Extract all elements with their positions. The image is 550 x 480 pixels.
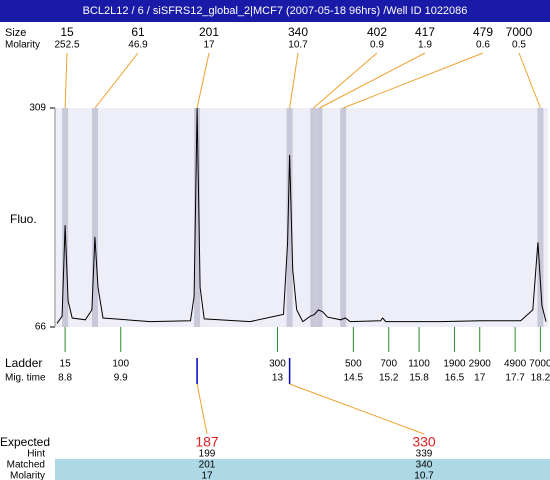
peak-size: 417: [415, 25, 435, 39]
trace: [56, 107, 547, 324]
molarity-row-label: Molarity: [10, 471, 45, 480]
peak-band: [194, 108, 201, 327]
ladder-size: 1100: [408, 359, 430, 370]
ladder-time: 8.8: [58, 373, 72, 384]
y-tick-label: 309: [29, 103, 46, 114]
ladder-size: 100: [112, 359, 129, 370]
migtime-label: Mig. time: [5, 373, 46, 384]
expected-value: 187: [195, 434, 219, 450]
y-tick-label: 66: [35, 322, 47, 333]
expected-leader: [196, 383, 208, 435]
peak-leader: [343, 52, 484, 109]
peak-band: [62, 108, 69, 327]
peak-molarity: 252.5: [54, 40, 79, 51]
peak-size: 201: [199, 25, 219, 39]
ladder-size: 700: [380, 359, 397, 370]
peak-size: 402: [367, 25, 387, 39]
peak-molarity: 0.6: [476, 40, 490, 51]
peak-molarity: 10.7: [288, 40, 308, 51]
ladder-time: 9.9: [114, 373, 128, 384]
hint-value: 199: [199, 449, 216, 460]
title: BCL2L12 / 6 / siSFRS12_global_2|MCF7 (20…: [83, 5, 468, 17]
expected-leader: [289, 383, 425, 435]
plot-area: [55, 108, 548, 327]
title-bar: [0, 0, 550, 22]
peak-leader: [64, 52, 68, 109]
peak-leader: [518, 52, 541, 109]
ladder-time: 18.2: [531, 373, 550, 384]
hint-label: Hint: [27, 449, 45, 460]
y-axis-label: Fluo.: [10, 212, 37, 226]
molarity-value: 17: [201, 471, 213, 480]
ladder-size: 500: [345, 359, 362, 370]
peak-molarity: 17: [203, 40, 215, 51]
matched-rows-bg: [55, 459, 550, 480]
peak-leader: [319, 52, 426, 109]
peak-molarity: 0.9: [370, 40, 384, 51]
peak-size: 479: [473, 25, 493, 39]
ladder-size: 300: [269, 359, 286, 370]
peak-size: 61: [131, 25, 145, 39]
ladder-time: 15.2: [379, 373, 399, 384]
ladder-size: 2900: [469, 359, 492, 370]
ladder-label: Ladder: [5, 356, 42, 370]
peak-size: 7000: [506, 25, 533, 39]
expected-value: 330: [412, 434, 436, 450]
peak-leader: [94, 52, 139, 109]
ladder-time: 17: [474, 373, 486, 384]
ladder-time: 15.8: [409, 373, 429, 384]
peak-band: [537, 108, 544, 327]
peak-size: 15: [60, 25, 74, 39]
peak-band: [340, 108, 347, 327]
ladder-size: 15: [60, 359, 72, 370]
matched-value: 340: [416, 460, 433, 471]
peak-leader: [313, 52, 378, 109]
size-label: Size: [5, 27, 26, 39]
peak-size: 340: [288, 25, 308, 39]
molarity-value: 10.7: [414, 471, 434, 480]
peak-molarity: 0.5: [512, 40, 526, 51]
peak-leader: [196, 52, 210, 109]
expected-label: Expected: [0, 435, 50, 449]
ladder-time: 16.5: [445, 373, 465, 384]
peak-band: [310, 108, 317, 327]
matched-value: 201: [199, 460, 216, 471]
ladder-time: 14.5: [344, 373, 364, 384]
hint-value: 339: [416, 449, 433, 460]
peak-molarity: 46.9: [128, 40, 148, 51]
ladder-size: 4900: [504, 359, 527, 370]
molarity-label: Molarity: [5, 40, 40, 51]
peak-leader: [289, 52, 299, 109]
peak-band: [316, 108, 323, 327]
peak-band: [286, 108, 293, 327]
ladder-time: 17.7: [505, 373, 525, 384]
ladder-size: 1900: [443, 359, 466, 370]
peak-band: [91, 108, 98, 327]
matched-label: Matched: [7, 460, 45, 471]
peak-molarity: 1.9: [418, 40, 432, 51]
ladder-size: 7000: [529, 359, 550, 370]
ladder-time: 13: [272, 373, 284, 384]
